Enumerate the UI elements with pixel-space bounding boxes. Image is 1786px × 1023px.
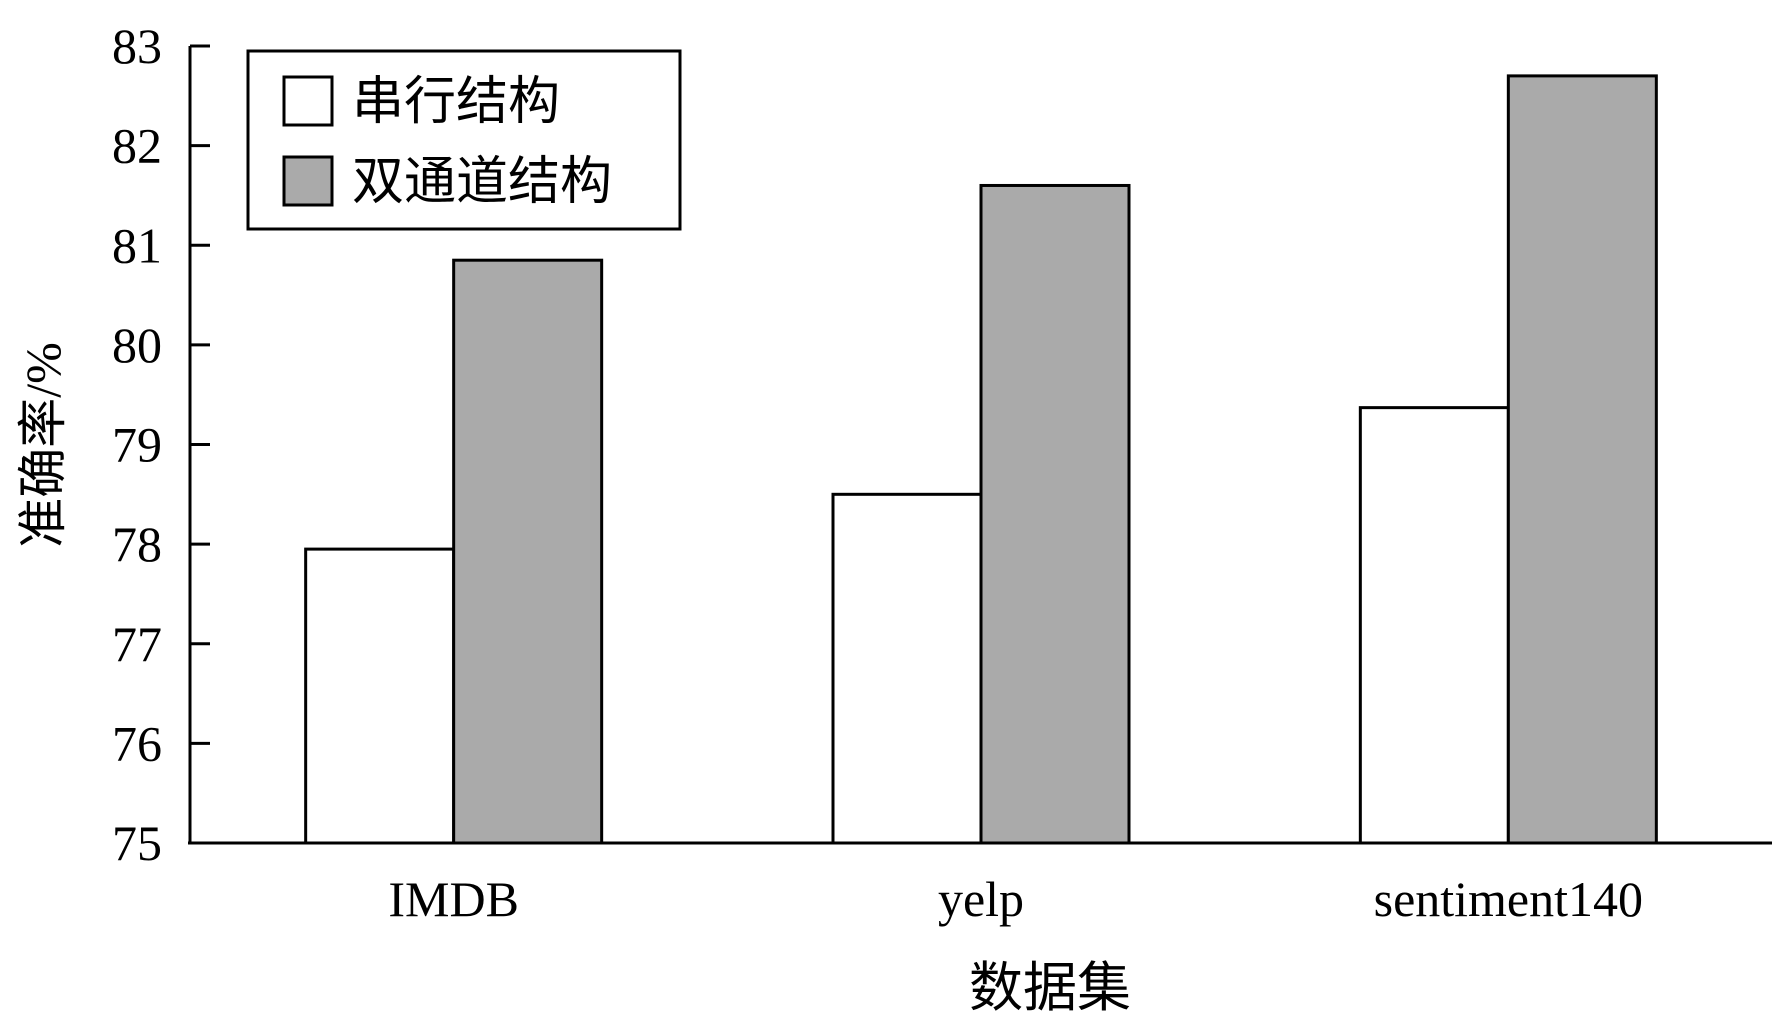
bar-sentiment140-串行结构: [1358, 406, 1510, 845]
y-tick-label: 79: [112, 417, 162, 473]
y-tick-label: 78: [112, 516, 162, 572]
legend-label: 串行结构: [352, 74, 560, 131]
y-axis-label: 准确率/%: [15, 342, 71, 548]
bar-sentiment140-双通道结构: [1506, 74, 1658, 845]
y-tick-label: 80: [112, 317, 162, 373]
y-tick-label: 83: [112, 18, 162, 74]
legend-swatch: [282, 155, 334, 207]
legend-swatch: [282, 75, 334, 127]
y-ticks: 75 76 77 78 79 80 81 82 83: [112, 18, 210, 871]
y-tick-label: 75: [112, 815, 162, 871]
bar-IMDB-串行结构: [304, 547, 456, 845]
x-axis-label: 数据集: [969, 958, 1131, 1018]
bars-layer: [304, 74, 1658, 845]
x-tick-label: IMDB: [388, 871, 519, 927]
x-tick-label: sentiment140: [1374, 871, 1643, 927]
y-tick-label: 81: [112, 217, 162, 273]
bar-IMDB-双通道结构: [452, 258, 604, 845]
x-tick-labels: IMDB yelp sentiment140: [388, 871, 1643, 927]
y-tick-label: 77: [112, 616, 162, 672]
bar-yelp-双通道结构: [979, 183, 1131, 845]
y-tick-label: 82: [112, 118, 162, 174]
y-tick-label: 76: [112, 715, 162, 771]
x-tick-label: yelp: [938, 871, 1024, 927]
legend-label: 双通道结构: [352, 154, 612, 211]
bar-yelp-串行结构: [831, 492, 983, 845]
